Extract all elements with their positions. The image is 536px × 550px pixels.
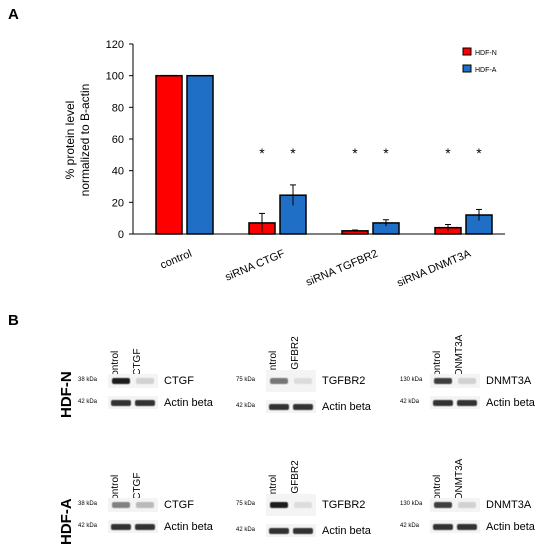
- bar-hdf-n: [155, 74, 183, 235]
- protein-band: [269, 528, 289, 534]
- protein-band: [294, 378, 312, 384]
- legend-swatch: [462, 47, 472, 56]
- panel-a-letter: A: [8, 6, 19, 23]
- significance-star: *: [476, 145, 482, 161]
- protein-band: [458, 378, 476, 384]
- protein-band: [458, 502, 476, 508]
- significance-star: *: [383, 145, 389, 161]
- protein-band: [457, 400, 477, 406]
- y-tick-label: 40: [112, 166, 124, 178]
- target-band-frame: [108, 498, 158, 512]
- target-band-frame: [266, 370, 316, 392]
- protein-band: [270, 378, 288, 384]
- y-tick-label: 80: [112, 102, 124, 114]
- target-band-frame: [430, 374, 480, 388]
- condition-label: HDF-A: [58, 498, 75, 545]
- target-protein-label: CTGF: [164, 375, 194, 387]
- loading-protein-label: Actin beta: [322, 401, 371, 413]
- target-protein-label: DNMT3A: [486, 375, 532, 387]
- target-band-frame: [108, 374, 158, 388]
- bar-chart: 0 20 40 60 80 100 120 % protein level normalized…: [63, 39, 505, 290]
- target-band-frame: [430, 498, 480, 512]
- legend-label: HDF-A: [475, 67, 497, 74]
- condition-label: HDF-N: [58, 371, 75, 418]
- protein-band: [269, 404, 289, 410]
- legend-label: HDF-N: [475, 50, 497, 57]
- y-tick-label: 0: [118, 229, 124, 241]
- significance-star: *: [290, 145, 296, 161]
- loading-kda-label: 42 kDa: [400, 523, 420, 529]
- significance-star: *: [259, 145, 265, 161]
- panel-b-letter: B: [8, 312, 19, 329]
- protein-band: [112, 378, 130, 384]
- y-axis-label-line-2: normalized to B-actin: [78, 84, 92, 197]
- loading-kda-label: 42 kDa: [78, 523, 98, 529]
- protein-band: [112, 502, 130, 508]
- protein-band: [294, 502, 312, 508]
- loading-kda-label: 42 kDa: [78, 399, 98, 405]
- protein-band: [434, 502, 452, 508]
- protein-band: [270, 502, 288, 508]
- y-tick-label: 120: [106, 39, 124, 51]
- target-band-frame: [266, 494, 316, 516]
- target-kda-label: 38 kDa: [78, 501, 98, 507]
- legend-swatch: [462, 64, 472, 73]
- protein-band: [111, 524, 131, 530]
- significance-star: *: [445, 145, 451, 161]
- loading-kda-label: 42 kDa: [236, 527, 256, 533]
- y-tick-label: 60: [112, 134, 124, 146]
- target-protein-label: CTGF: [164, 499, 194, 511]
- protein-band: [434, 378, 452, 384]
- target-protein-label: TGFBR2: [322, 499, 366, 511]
- target-kda-label: 130 kDa: [400, 501, 423, 507]
- protein-band: [111, 400, 131, 406]
- protein-band: [135, 400, 155, 406]
- loading-protein-label: Actin beta: [322, 525, 371, 537]
- protein-band: [293, 528, 313, 534]
- loading-kda-label: 42 kDa: [400, 399, 420, 405]
- y-axis-label-line-1: % protein level: [63, 101, 77, 180]
- significance-star: *: [352, 145, 358, 161]
- target-kda-label: 38 kDa: [78, 377, 98, 383]
- protein-band: [135, 524, 155, 530]
- protein-band: [457, 524, 477, 530]
- protein-band: [433, 524, 453, 530]
- y-tick-label: 100: [106, 71, 124, 83]
- target-kda-label: 75 kDa: [236, 501, 256, 507]
- loading-protein-label: Actin beta: [486, 397, 535, 409]
- loading-kda-label: 42 kDa: [236, 403, 256, 409]
- y-tick-label: 20: [112, 197, 124, 209]
- target-protein-label: TGFBR2: [322, 375, 366, 387]
- protein-band: [433, 400, 453, 406]
- protein-band: [293, 404, 313, 410]
- target-kda-label: 75 kDa: [236, 377, 256, 383]
- loading-protein-label: Actin beta: [164, 397, 213, 409]
- target-protein-label: DNMT3A: [486, 499, 532, 511]
- loading-protein-label: Actin beta: [164, 521, 213, 533]
- bar-hdf-a: [186, 74, 214, 235]
- target-kda-label: 130 kDa: [400, 377, 423, 383]
- protein-band: [136, 378, 154, 384]
- loading-protein-label: Actin beta: [486, 521, 535, 533]
- protein-band: [136, 502, 154, 508]
